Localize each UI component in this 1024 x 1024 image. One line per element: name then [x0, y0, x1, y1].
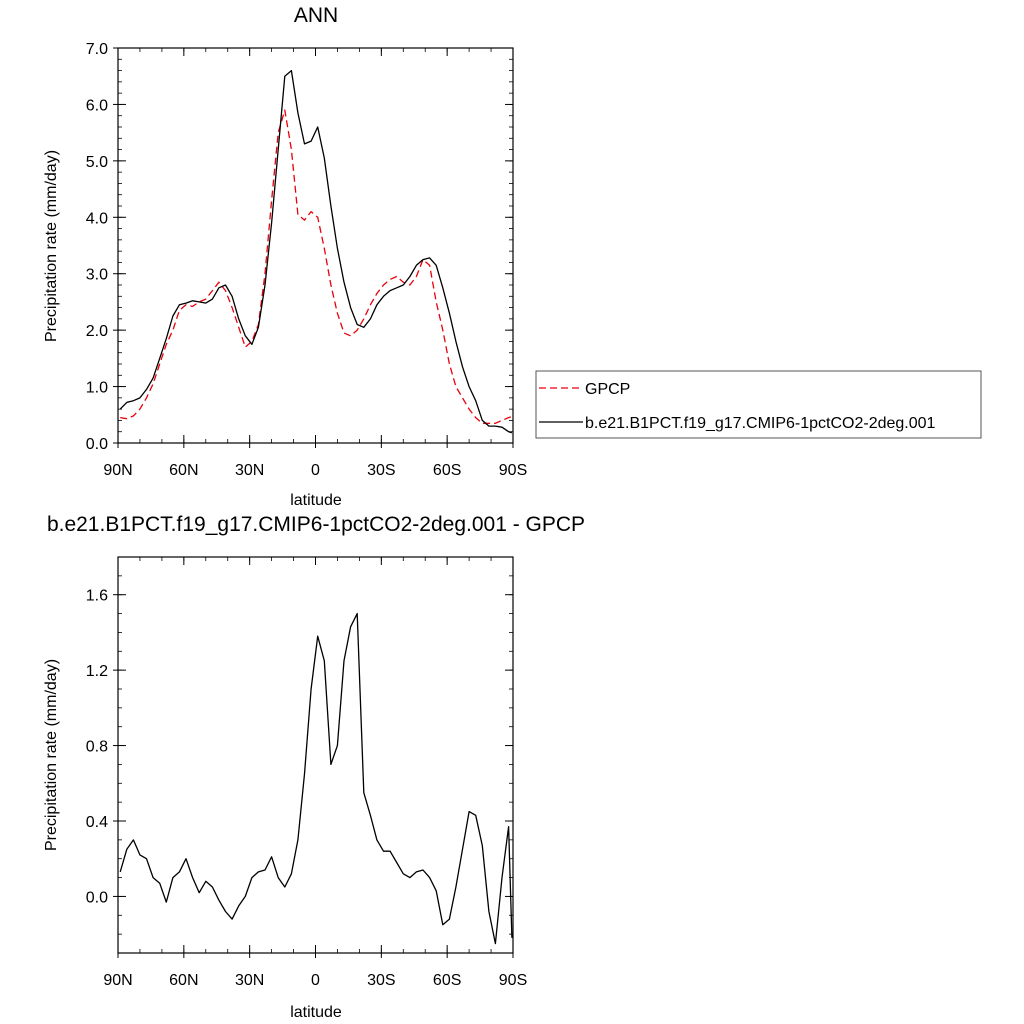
y-tick-label: 7.0 [86, 41, 108, 58]
x-tick-label: 90S [499, 972, 527, 989]
plot-frame [117, 47, 514, 444]
legend-box [535, 370, 982, 439]
chart-title: ANN [294, 4, 338, 27]
x-tick-label: 60S [433, 972, 461, 989]
x-tick-label: 60N [169, 972, 198, 989]
y-tick-label: 3.0 [86, 267, 108, 284]
y-tick-label: 1.2 [86, 663, 108, 680]
y-tick-label: 2.0 [86, 323, 108, 340]
plot-frame [117, 556, 514, 954]
legend: GPCP b.e21.B1PCT.f19_g17.CMIP6-1pctCO2-2… [535, 370, 982, 439]
x-tick-label: 90S [499, 462, 527, 479]
x-tick-label: 90N [103, 972, 132, 989]
series-line-gpcp [120, 109, 513, 424]
x-tick-label: 60S [433, 462, 461, 479]
series-line-difference [119, 612, 513, 945]
y-tick-label: 0.0 [86, 436, 108, 453]
y-tick-label: 0.0 [86, 889, 108, 906]
x-tick-label: 0 [311, 462, 320, 479]
y-tick-label: 6.0 [86, 97, 108, 114]
chart-difference: b.e21.B1PCT.f19_g17.CMIP6-1pctCO2-2deg.0… [43, 513, 585, 1021]
legend-label-model: b.e21.B1PCT.f19_g17.CMIP6-1pctCO2-2deg.0… [585, 415, 936, 432]
y-tick-label: 1.0 [86, 380, 108, 397]
series-line-b-e21-b1pct-f19-g17-cmip6-1pctco2-2deg-001 [119, 69, 513, 434]
bottom-series-layer [119, 612, 513, 945]
y-tick-label: 4.0 [86, 210, 108, 227]
x-tick-label: 30N [235, 972, 264, 989]
y-axis-label: Precipitation rate (mm/day) [43, 659, 60, 851]
chart-annual-mean: ANN 0.0 1.0 2.0 3.0 4.0 5.0 6.0 7.0 90N 60N 30N 0 30… [43, 4, 982, 509]
x-tick-label: 30N [235, 462, 264, 479]
y-tick-label: 0.8 [86, 739, 108, 756]
x-tick-label: 60N [169, 462, 198, 479]
x-tick-label: 30S [367, 462, 395, 479]
x-tick-label: 30S [367, 972, 395, 989]
x-axis-label: latitude [290, 492, 342, 509]
y-tick-label: 0.4 [86, 814, 108, 831]
y-tick-label: 5.0 [86, 154, 108, 171]
y-axis-label: Precipitation rate (mm/day) [43, 150, 60, 342]
x-axis-label: latitude [290, 1004, 342, 1021]
top-series-layer [119, 69, 513, 434]
legend-label-gpcp: GPCP [585, 381, 630, 398]
y-tick-label: 1.6 [86, 588, 108, 605]
chart-title: b.e21.B1PCT.f19_g17.CMIP6-1pctCO2-2deg.0… [47, 513, 585, 536]
x-tick-label: 90N [103, 462, 132, 479]
x-tick-label: 0 [311, 972, 320, 989]
